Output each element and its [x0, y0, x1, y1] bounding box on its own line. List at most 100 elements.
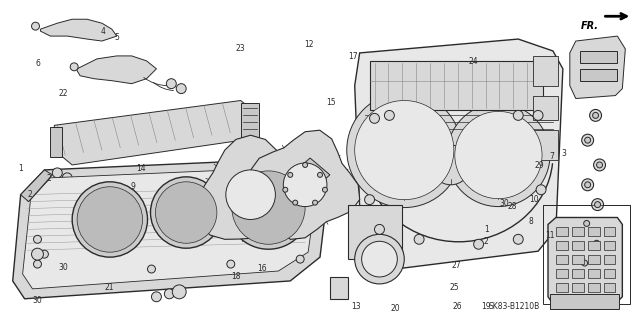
- Circle shape: [31, 22, 40, 30]
- Circle shape: [593, 112, 598, 118]
- Bar: [572, 255, 584, 264]
- Circle shape: [591, 223, 600, 231]
- Text: 6: 6: [35, 59, 40, 68]
- Bar: [588, 283, 600, 292]
- Bar: [550, 294, 620, 309]
- Circle shape: [536, 185, 546, 195]
- Bar: [604, 255, 616, 264]
- Bar: [588, 239, 605, 247]
- Circle shape: [585, 137, 591, 143]
- Circle shape: [52, 168, 62, 178]
- Polygon shape: [20, 170, 52, 202]
- Bar: [576, 259, 593, 267]
- Bar: [572, 241, 584, 250]
- Text: 25: 25: [450, 283, 460, 292]
- Text: 9: 9: [131, 182, 135, 191]
- Circle shape: [227, 260, 235, 268]
- Text: 15: 15: [326, 98, 336, 107]
- Bar: [580, 69, 618, 81]
- Circle shape: [513, 110, 524, 120]
- Text: 4: 4: [100, 27, 106, 36]
- Bar: [533, 56, 558, 85]
- Bar: [604, 283, 616, 292]
- Text: 27: 27: [452, 261, 461, 270]
- Circle shape: [33, 235, 42, 243]
- Text: 12: 12: [304, 40, 314, 48]
- Circle shape: [33, 260, 42, 268]
- Text: SK83-B1210B: SK83-B1210B: [488, 302, 540, 311]
- Circle shape: [365, 195, 374, 204]
- Bar: [348, 204, 403, 259]
- Circle shape: [317, 172, 323, 177]
- Circle shape: [513, 234, 524, 244]
- Circle shape: [584, 220, 589, 226]
- Polygon shape: [302, 158, 330, 182]
- Text: 2: 2: [484, 237, 488, 246]
- Circle shape: [40, 250, 49, 258]
- Circle shape: [593, 159, 605, 171]
- Circle shape: [226, 170, 275, 219]
- Circle shape: [150, 177, 222, 248]
- Bar: [330, 277, 348, 299]
- Bar: [588, 227, 600, 236]
- Polygon shape: [77, 56, 156, 84]
- Circle shape: [385, 110, 394, 120]
- Text: 2: 2: [46, 174, 51, 183]
- Polygon shape: [13, 158, 330, 299]
- Bar: [604, 241, 616, 250]
- Circle shape: [414, 234, 424, 244]
- Circle shape: [31, 248, 44, 260]
- Circle shape: [447, 103, 550, 207]
- Text: 21: 21: [104, 283, 114, 292]
- Text: 22: 22: [58, 89, 68, 98]
- Circle shape: [152, 292, 161, 302]
- Circle shape: [533, 110, 543, 120]
- Circle shape: [355, 100, 454, 200]
- Bar: [556, 241, 568, 250]
- Text: 30: 30: [499, 199, 509, 208]
- Bar: [572, 283, 584, 292]
- Text: 14: 14: [136, 165, 146, 174]
- Text: 29: 29: [534, 161, 544, 170]
- Circle shape: [595, 202, 600, 208]
- Circle shape: [164, 289, 174, 299]
- Bar: [51, 127, 62, 157]
- Polygon shape: [54, 100, 255, 165]
- Text: 3: 3: [562, 149, 566, 158]
- Circle shape: [77, 187, 143, 252]
- Text: 2: 2: [28, 190, 33, 199]
- Circle shape: [296, 255, 304, 263]
- Text: 23: 23: [236, 44, 246, 53]
- Bar: [533, 130, 558, 160]
- Circle shape: [70, 63, 78, 71]
- Bar: [556, 255, 568, 264]
- Text: 30: 30: [58, 263, 68, 271]
- Bar: [533, 96, 558, 120]
- Circle shape: [227, 166, 310, 249]
- Bar: [580, 51, 618, 63]
- Circle shape: [474, 239, 484, 249]
- Text: 17: 17: [348, 52, 358, 61]
- Text: 16: 16: [257, 264, 266, 273]
- Circle shape: [312, 200, 317, 205]
- Circle shape: [288, 172, 292, 177]
- Bar: [588, 241, 600, 250]
- Text: 30: 30: [33, 296, 42, 305]
- Bar: [241, 102, 259, 137]
- Text: 1: 1: [484, 225, 488, 234]
- Text: 7: 7: [549, 152, 554, 161]
- Bar: [572, 227, 584, 236]
- Circle shape: [369, 114, 380, 123]
- Circle shape: [593, 240, 600, 246]
- Circle shape: [232, 171, 305, 244]
- Polygon shape: [22, 167, 318, 289]
- Circle shape: [355, 234, 404, 284]
- Circle shape: [582, 260, 588, 266]
- Polygon shape: [195, 135, 306, 239]
- Polygon shape: [570, 36, 625, 99]
- Bar: [369, 61, 543, 110]
- Bar: [543, 204, 630, 304]
- Text: 13: 13: [351, 302, 361, 311]
- Bar: [588, 255, 600, 264]
- Polygon shape: [40, 19, 116, 41]
